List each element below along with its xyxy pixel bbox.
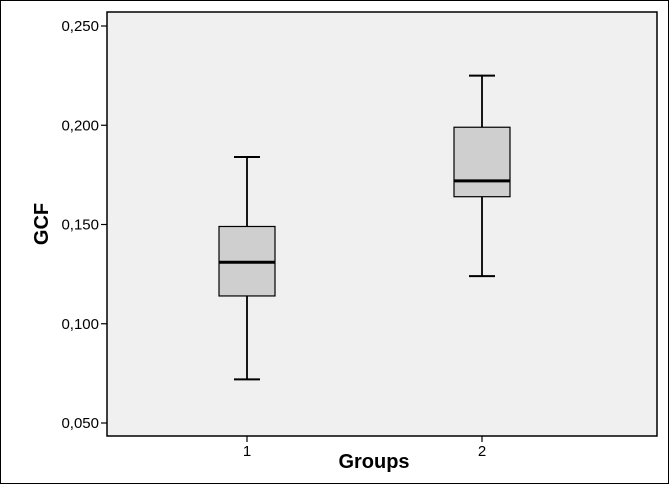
x-tick-label: 2 (478, 443, 486, 460)
iqr-box (453, 126, 511, 198)
x-tick-label: 1 (243, 443, 251, 460)
y-tick-label: 0,150 (61, 217, 99, 234)
box-group-2 (453, 74, 511, 278)
y-tick-label: 0,050 (61, 415, 99, 432)
y-axis: 0,050 0,100 0,150 0,200 0,250 (61, 18, 107, 432)
boxes (218, 74, 511, 381)
y-tick-label: 0,200 (61, 117, 99, 134)
plot-area (106, 11, 658, 437)
x-axis-title: Groups (338, 451, 409, 473)
y-tick-label: 0,250 (61, 18, 99, 35)
y-tick-label: 0,100 (61, 316, 99, 333)
box-group-1 (218, 156, 276, 381)
y-axis-title: GCF (31, 203, 53, 245)
